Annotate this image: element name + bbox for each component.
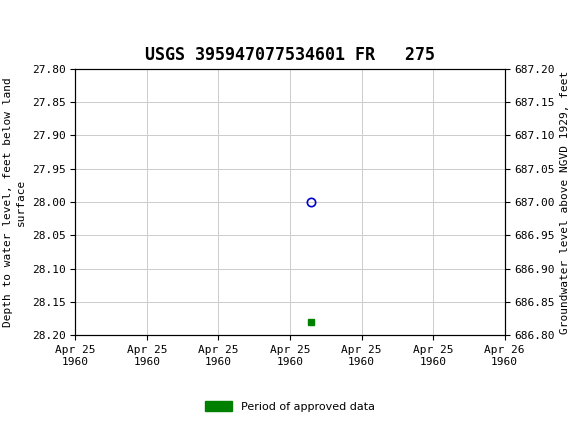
Title: USGS 395947077534601 FR   275: USGS 395947077534601 FR 275 [145, 46, 435, 64]
Text: ≈USGS: ≈USGS [12, 9, 82, 27]
Legend: Period of approved data: Period of approved data [200, 396, 380, 416]
Y-axis label: Groundwater level above NGVD 1929, feet: Groundwater level above NGVD 1929, feet [560, 71, 570, 334]
Y-axis label: Depth to water level, feet below land
surface: Depth to water level, feet below land su… [3, 77, 26, 327]
